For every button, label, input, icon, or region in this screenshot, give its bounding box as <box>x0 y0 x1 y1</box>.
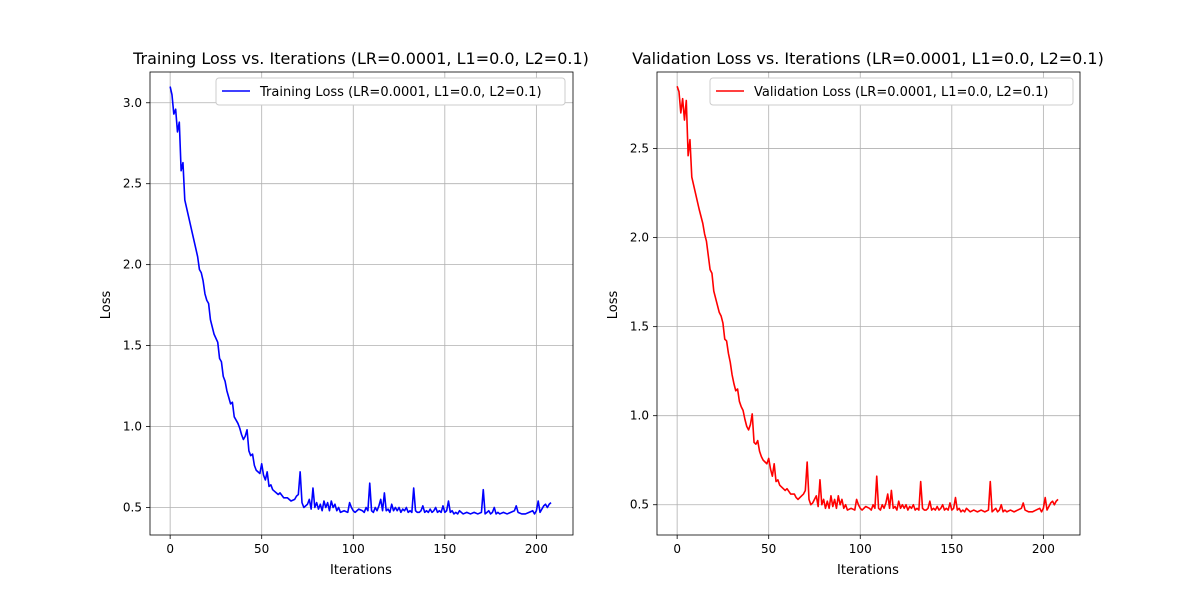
x-tick-label: 100 <box>342 542 365 556</box>
y-axis-label: Loss <box>99 291 114 320</box>
validation-loss-chart: Validation Loss vs. Iterations (LR=0.000… <box>606 49 1104 578</box>
chart-title: Validation Loss vs. Iterations (LR=0.000… <box>632 49 1104 68</box>
y-tick-label: 1.5 <box>123 339 142 353</box>
legend-box <box>215 77 566 106</box>
legend-box <box>709 77 1074 106</box>
x-tick-label: 150 <box>433 542 456 556</box>
legend-label: Validation Loss (LR=0.0001, L1=0.0, L2=0… <box>754 85 1048 100</box>
series-lines <box>676 85 1059 513</box>
y-tick-label: 1.0 <box>123 420 142 434</box>
y-tick-label: 1.0 <box>630 409 649 423</box>
axis-ticks: 0 50 100 150 200 0.5 1.0 1.5 2.0 2.5 3.0 <box>123 96 548 556</box>
y-tick-label: 0.5 <box>630 498 649 512</box>
legend: Validation Loss (LR=0.0001, L1=0.0, L2=0… <box>709 77 1074 106</box>
plot-frame <box>656 71 1081 536</box>
legend: Training Loss (LR=0.0001, L1=0.0, L2=0.1… <box>215 77 566 106</box>
y-tick-label: 2.5 <box>630 142 649 156</box>
axis-ticks: 0 50 100 150 200 0.5 1.0 1.5 2.0 2.5 <box>630 142 1055 556</box>
x-tick-label: 50 <box>254 542 269 556</box>
y-axis-label: Loss <box>606 291 621 320</box>
training-loss-chart: Training Loss vs. Iterations (LR=0.0001,… <box>99 49 589 578</box>
y-tick-label: 1.5 <box>630 320 649 334</box>
y-tick-label: 2.5 <box>123 177 142 191</box>
legend-label: Training Loss (LR=0.0001, L1=0.0, L2=0.1… <box>259 85 542 100</box>
plot-frame <box>149 71 574 536</box>
series-line <box>676 85 1059 513</box>
x-axis-label: Iterations <box>837 563 899 578</box>
y-tick-label: 2.0 <box>630 231 649 245</box>
x-tick-label: 0 <box>166 542 174 556</box>
series-line <box>169 86 552 515</box>
x-axis-label: Iterations <box>330 563 392 578</box>
x-tick-label: 50 <box>761 542 776 556</box>
y-tick-label: 3.0 <box>123 96 142 110</box>
chart-title: Training Loss vs. Iterations (LR=0.0001,… <box>132 49 589 68</box>
x-tick-label: 100 <box>849 542 872 556</box>
x-tick-label: 0 <box>673 542 681 556</box>
y-tick-label: 2.0 <box>123 258 142 272</box>
x-tick-label: 200 <box>525 542 548 556</box>
x-tick-label: 150 <box>940 542 963 556</box>
x-tick-label: 200 <box>1032 542 1055 556</box>
series-lines <box>169 86 552 515</box>
y-tick-label: 0.5 <box>123 500 142 514</box>
